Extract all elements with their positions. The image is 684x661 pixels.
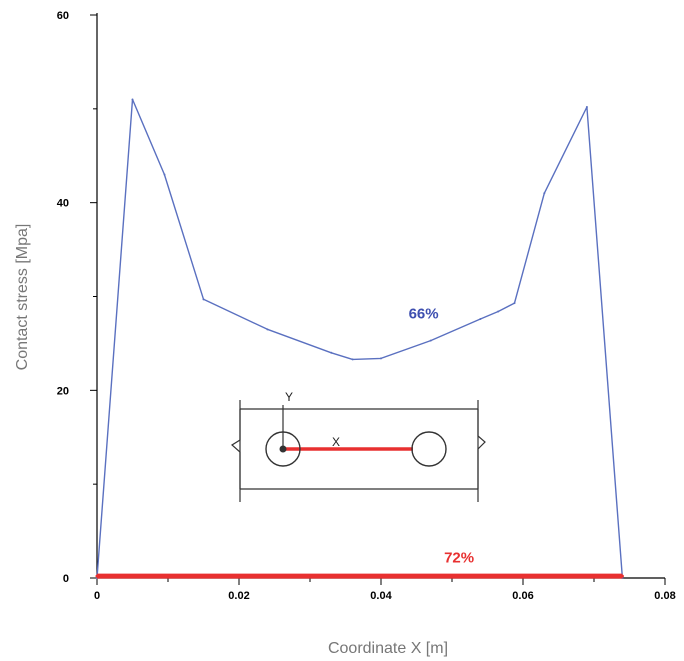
annotation-layer: 66% 72%	[409, 305, 475, 566]
tick-labels: 0 0.02 0.04 0.06 0.08 0 20 40 60	[57, 10, 676, 602]
x-tick-label: 0.06	[512, 590, 533, 602]
x-tick-label: 0.08	[654, 590, 675, 602]
inset-left-break-mark	[230, 409, 241, 489]
series-1-point	[163, 173, 166, 176]
series-1-point	[429, 339, 432, 342]
series-layer	[95, 98, 624, 579]
series-1-point	[330, 351, 333, 354]
y-tick-label: 0	[63, 573, 69, 585]
inset-x-label: X	[332, 435, 340, 449]
series-1-point	[479, 318, 482, 321]
series-2-point	[620, 574, 624, 578]
tick-marks	[90, 14, 666, 585]
y-tick-label: 20	[57, 385, 69, 397]
series-label-2: 72%	[444, 549, 474, 566]
series-1-point	[585, 105, 588, 108]
series-1-point	[131, 98, 134, 101]
x-tick-label: 0.04	[370, 590, 392, 602]
series-label-1: 66%	[409, 305, 439, 322]
series-1-point	[513, 302, 516, 305]
series-1-point	[266, 328, 269, 331]
series-2-point	[95, 574, 99, 578]
x-tick-label: 0.02	[228, 590, 249, 602]
series-1-point	[380, 357, 382, 360]
series-1-point	[543, 192, 546, 195]
inset-schematic: Y X	[230, 390, 486, 502]
x-axis-title: Coordinate X [m]	[328, 640, 448, 657]
inset-right-break-mark	[477, 409, 486, 489]
series-1-point	[351, 358, 354, 361]
series-1-point	[497, 310, 500, 313]
x-tick-label: 0	[94, 590, 100, 602]
y-axis-title: Contact stress [Mpa]	[14, 224, 31, 371]
inset-y-label: Y	[285, 390, 293, 404]
series-line-1	[96, 98, 624, 579]
inset-right-bolt-hole	[411, 431, 447, 467]
series-1-point	[202, 298, 205, 301]
y-tick-label: 60	[57, 10, 69, 22]
axes	[96, 13, 665, 579]
y-tick-label: 40	[57, 198, 69, 210]
